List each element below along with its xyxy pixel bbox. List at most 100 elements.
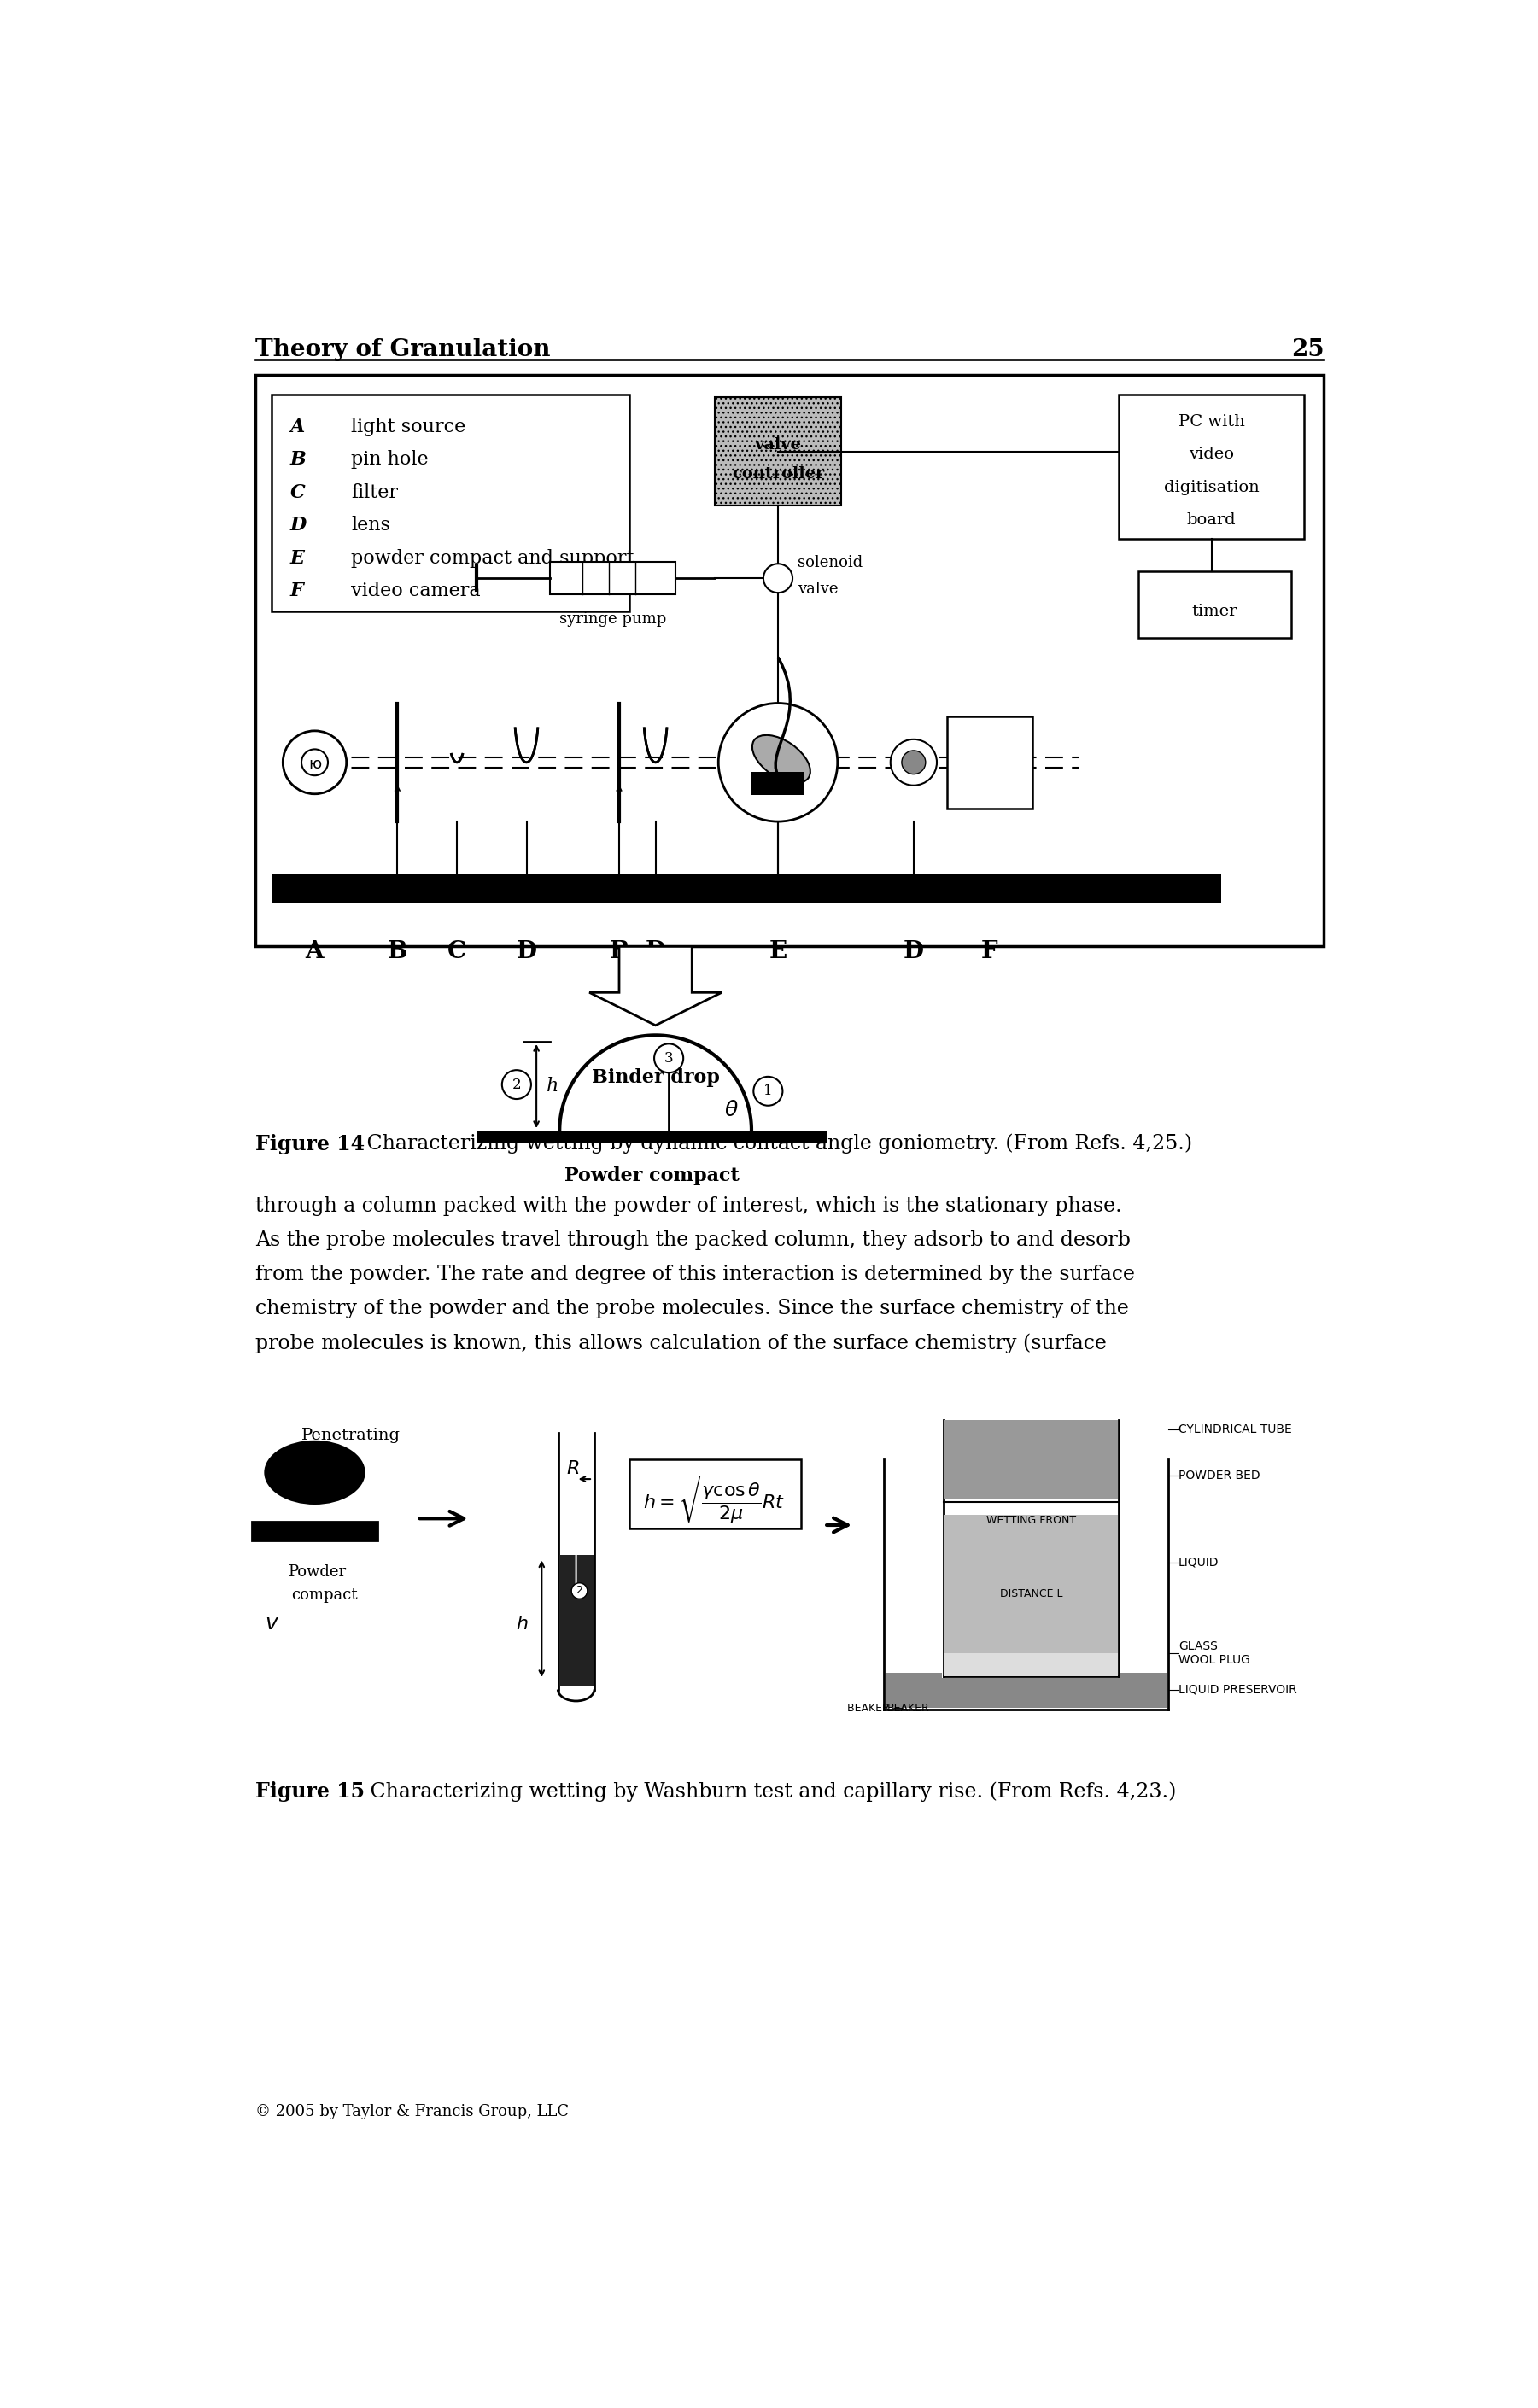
Text: h: h (546, 1076, 558, 1096)
Text: B: B (609, 939, 629, 963)
Text: PC with: PC with (1178, 414, 1244, 429)
Circle shape (301, 749, 328, 775)
Text: $h$: $h$ (515, 1613, 529, 1633)
FancyBboxPatch shape (1118, 395, 1304, 539)
Text: D: D (517, 939, 537, 963)
Text: F: F (291, 583, 303, 600)
Text: Powder compact: Powder compact (564, 1168, 740, 1185)
Text: $h = \sqrt{\dfrac{\gamma \cos\theta}{2\mu} Rt}$: $h = \sqrt{\dfrac{\gamma \cos\theta}{2\m… (643, 1474, 787, 1524)
Circle shape (891, 739, 937, 785)
Text: board: board (1187, 513, 1237, 527)
Text: light source: light source (351, 417, 466, 436)
FancyBboxPatch shape (549, 561, 675, 595)
Text: probe molecules is known, this allows calculation of the surface chemistry (surf: probe molecules is known, this allows ca… (255, 1334, 1106, 1353)
FancyBboxPatch shape (1138, 571, 1290, 638)
Text: © 2005 by Taylor & Francis Group, LLC: © 2005 by Taylor & Francis Group, LLC (255, 2105, 569, 2119)
Text: B: B (291, 450, 306, 470)
Text: C: C (291, 484, 306, 501)
FancyBboxPatch shape (886, 1674, 943, 1700)
Text: filter: filter (351, 484, 398, 501)
Text: F: F (981, 939, 998, 963)
Circle shape (654, 1043, 683, 1072)
Ellipse shape (265, 1442, 365, 1503)
Circle shape (572, 1582, 588, 1599)
Circle shape (501, 1069, 531, 1098)
Text: digitisation: digitisation (1164, 479, 1260, 496)
Text: valve: valve (798, 583, 838, 597)
Text: D: D (903, 939, 924, 963)
Text: syringe pump: syringe pump (558, 612, 666, 626)
Text: Figure 15: Figure 15 (255, 1782, 365, 1801)
Text: LIQUID PRESERVOIR: LIQUID PRESERVOIR (1178, 1683, 1297, 1695)
Text: drop: drop (311, 1452, 351, 1469)
Text: valve: valve (755, 436, 801, 453)
Text: Figure 14: Figure 14 (255, 1134, 365, 1153)
Text: video: video (1189, 448, 1233, 462)
Text: pin hole: pin hole (351, 450, 429, 470)
Text: As the probe molecules travel through the packed column, they adsorb to and deso: As the probe molecules travel through th… (255, 1230, 1130, 1250)
FancyBboxPatch shape (477, 1132, 827, 1144)
Text: E: E (291, 549, 305, 568)
Text: Characterizing wetting by dynamic contact angle goniometry. (From Refs. 4,25.): Characterizing wetting by dynamic contac… (348, 1134, 1192, 1153)
Text: D: D (646, 939, 666, 963)
Text: GLASS
WOOL PLUG: GLASS WOOL PLUG (1178, 1640, 1250, 1666)
Circle shape (763, 563, 792, 592)
Text: BEAKER —: BEAKER — (847, 1702, 904, 1714)
Text: Binder drop: Binder drop (592, 1069, 720, 1088)
FancyBboxPatch shape (944, 1654, 1118, 1676)
Text: 1: 1 (763, 1084, 772, 1098)
Text: chemistry of the powder and the probe molecules. Since the surface chemistry of : chemistry of the powder and the probe mo… (255, 1298, 1129, 1320)
Text: DISTANCE L: DISTANCE L (1000, 1589, 1063, 1599)
FancyBboxPatch shape (944, 1515, 1118, 1674)
Text: controller: controller (732, 467, 824, 482)
Text: compact: compact (292, 1587, 358, 1604)
FancyBboxPatch shape (944, 1421, 1118, 1498)
Text: through a column packed with the powder of interest, which is the stationary pha: through a column packed with the powder … (255, 1197, 1121, 1216)
FancyBboxPatch shape (752, 773, 804, 795)
Text: Powder: Powder (288, 1565, 346, 1580)
Text: E: E (769, 939, 787, 963)
Text: timer: timer (1192, 604, 1238, 619)
Circle shape (718, 703, 838, 821)
FancyBboxPatch shape (947, 715, 1034, 809)
Ellipse shape (752, 734, 811, 783)
Text: 25: 25 (1290, 337, 1324, 361)
Text: A: A (306, 939, 325, 963)
FancyBboxPatch shape (715, 397, 841, 506)
Text: solenoid: solenoid (798, 556, 863, 571)
Polygon shape (589, 946, 721, 1026)
Circle shape (901, 751, 926, 775)
Text: lens: lens (351, 515, 391, 535)
Text: video camera: video camera (351, 583, 480, 600)
FancyBboxPatch shape (629, 1459, 801, 1529)
Text: Penetrating: Penetrating (301, 1428, 400, 1442)
Text: D: D (291, 515, 306, 535)
Text: $\theta$: $\theta$ (724, 1100, 738, 1120)
FancyBboxPatch shape (560, 1556, 594, 1686)
Text: 2: 2 (512, 1076, 521, 1091)
Text: B: B (388, 939, 408, 963)
Text: 2: 2 (577, 1584, 583, 1597)
Text: WETTING FRONT: WETTING FRONT (986, 1515, 1077, 1527)
Text: Characterizing wetting by Washburn test and capillary rise. (From Refs. 4,23.): Characterizing wetting by Washburn test … (351, 1782, 1177, 1801)
Text: CYLINDRICAL TUBE: CYLINDRICAL TUBE (1178, 1423, 1292, 1435)
Text: LIQUID: LIQUID (1178, 1556, 1220, 1568)
Text: Theory of Granulation: Theory of Granulation (255, 337, 551, 361)
Circle shape (283, 730, 346, 795)
Circle shape (754, 1076, 783, 1105)
Text: 3: 3 (664, 1050, 674, 1064)
FancyBboxPatch shape (1120, 1674, 1167, 1700)
Text: BEAKER: BEAKER (887, 1702, 929, 1714)
Text: POWDER BED: POWDER BED (1178, 1469, 1260, 1481)
FancyBboxPatch shape (886, 1678, 1167, 1707)
FancyBboxPatch shape (272, 395, 629, 612)
FancyBboxPatch shape (272, 874, 1221, 903)
Text: powder compact and support: powder compact and support (351, 549, 634, 568)
Text: ю: ю (308, 756, 321, 773)
FancyBboxPatch shape (252, 1522, 377, 1541)
Text: $v$: $v$ (265, 1613, 280, 1633)
Text: A: A (291, 417, 305, 436)
FancyBboxPatch shape (255, 373, 1324, 946)
Text: C: C (448, 939, 466, 963)
Text: $R$: $R$ (566, 1459, 580, 1479)
